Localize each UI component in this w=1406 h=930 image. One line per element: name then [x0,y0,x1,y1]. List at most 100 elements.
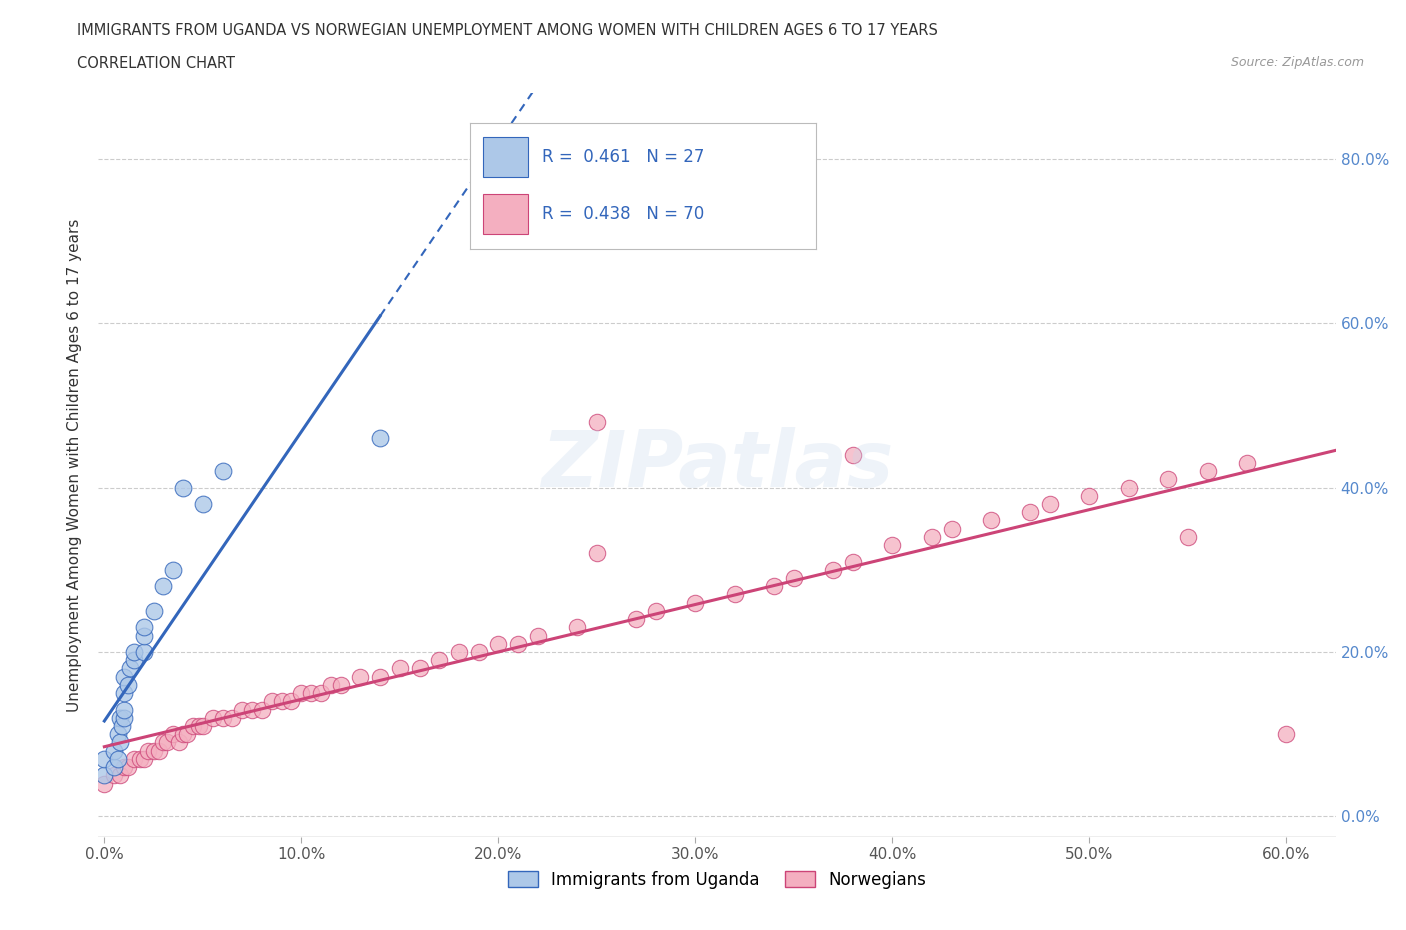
Point [231,702,253,717]
Point [172,727,194,742]
Point [783,571,806,586]
Point [349,670,371,684]
Point [1197,464,1219,479]
Point [823,563,845,578]
Point [148,743,170,758]
Point [162,727,184,742]
Point [103,760,125,775]
Point [112,670,135,684]
Point [107,727,129,742]
Point [586,546,609,561]
Point [181,719,204,734]
Point [447,644,470,659]
Point [132,628,155,643]
Point [1275,727,1298,742]
Point [260,694,283,709]
Point [685,595,707,610]
Point [118,661,141,676]
Point [506,636,529,651]
Point [201,711,224,725]
Point [172,480,194,495]
Point [1157,472,1180,486]
Point [117,677,139,692]
Text: Source: ZipAtlas.com: Source: ZipAtlas.com [1230,56,1364,69]
Point [156,735,179,750]
Point [368,670,391,684]
Point [112,711,135,725]
Point [103,743,125,758]
Point [526,628,548,643]
Point [1177,529,1199,544]
Point [567,620,589,635]
Point [93,777,115,791]
Point [270,694,292,709]
Point [250,702,273,717]
Point [112,760,135,775]
Point [152,735,174,750]
Point [122,644,145,659]
Point [142,604,165,618]
Point [368,431,391,445]
Point [142,743,165,758]
Point [162,563,184,578]
Point [941,522,963,537]
Point [1118,480,1140,495]
Point [187,719,209,734]
Point [107,751,129,766]
Point [980,513,1002,528]
Point [842,447,865,462]
Point [117,760,139,775]
Point [319,677,342,692]
Point [290,685,312,700]
Point [586,415,609,430]
Point [112,685,135,700]
Point [152,578,174,593]
Point [211,711,233,725]
Point [724,587,747,602]
Point [645,604,668,618]
Point [280,694,302,709]
Point [211,464,233,479]
Point [763,578,786,593]
Point [108,768,131,783]
Y-axis label: Unemployment Among Women with Children Ages 6 to 17 years: Unemployment Among Women with Children A… [67,219,83,711]
Point [626,612,648,627]
Point [132,620,155,635]
Point [882,538,904,552]
Point [486,636,509,651]
Text: ZIPatlas: ZIPatlas [541,427,893,503]
Point [467,644,489,659]
Point [167,735,190,750]
Point [103,768,125,783]
Text: IMMIGRANTS FROM UGANDA VS NORWEGIAN UNEMPLOYMENT AMONG WOMEN WITH CHILDREN AGES : IMMIGRANTS FROM UGANDA VS NORWEGIAN UNEM… [77,23,938,38]
Point [1039,497,1062,512]
Point [921,529,943,544]
Point [132,751,155,766]
Point [1078,488,1101,503]
Point [1019,505,1042,520]
Point [108,711,131,725]
Point [329,677,352,692]
Point [309,685,332,700]
Point [122,653,145,668]
Point [132,644,155,659]
Point [122,751,145,766]
Point [112,702,135,717]
Point [299,685,322,700]
Point [221,711,243,725]
Point [108,735,131,750]
Point [191,719,214,734]
Point [388,661,411,676]
Point [136,743,159,758]
Point [240,702,263,717]
Point [176,727,198,742]
Text: CORRELATION CHART: CORRELATION CHART [77,56,235,71]
Point [93,751,115,766]
Point [191,497,214,512]
Point [1236,456,1258,471]
Legend: Immigrants from Uganda, Norwegians: Immigrants from Uganda, Norwegians [502,864,932,896]
Point [408,661,430,676]
Point [842,554,865,569]
Point [93,768,115,783]
Point [128,751,150,766]
